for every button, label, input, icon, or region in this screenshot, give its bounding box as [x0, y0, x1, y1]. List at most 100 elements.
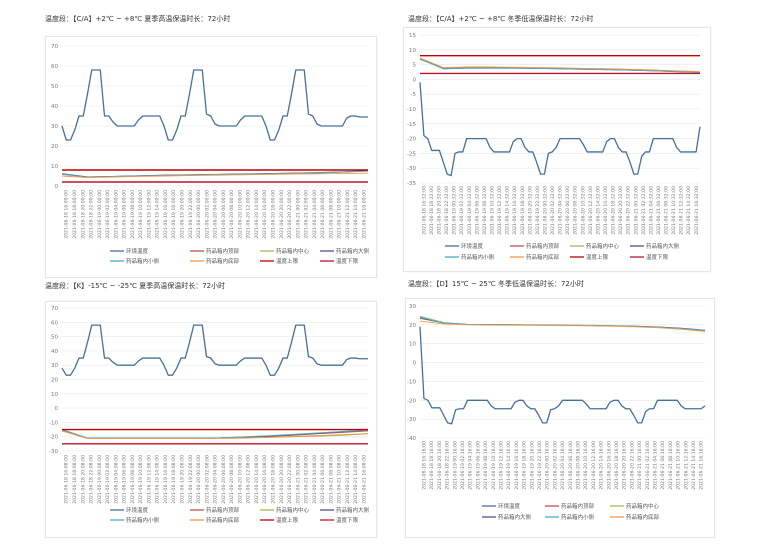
x-tick-label: 2021-06-20 00:32:00	[542, 186, 548, 235]
x-tick-label: 2021-06-21 06:00:00	[320, 190, 326, 239]
x-tick-label: 2021-06-21 10:00:00	[337, 190, 343, 239]
x-tick-label: 2021-06-20 10:08:00	[237, 455, 243, 504]
series-line-5	[419, 320, 706, 332]
x-tick-label: 2021-06-21 04:08:00	[312, 455, 318, 504]
y-tick-label: 20	[51, 144, 58, 150]
x-tick-label: 2021-06-18 16:08:00	[64, 455, 70, 504]
x-tick-label: 2021-06-20 10:32:00	[580, 186, 586, 235]
chart-frame	[405, 298, 715, 538]
x-tick-label: 2021-06-19 22:32:00	[535, 186, 541, 235]
x-tick-label: 2021-06-19 22:08:00	[188, 455, 194, 504]
x-tick-label: 2021-06-19 06:32:00	[474, 186, 480, 235]
x-tick-label: 2021-06-20 04:08:00	[213, 455, 219, 504]
legend-label: 温度下限	[336, 516, 359, 524]
y-tick-label: 50	[51, 335, 58, 341]
legend-label: 药品箱内中心	[276, 247, 310, 255]
x-tick-label: 2021-06-21 00:32:00	[633, 186, 639, 235]
x-tick-label: 2021-06-18 18:32:00	[429, 186, 435, 235]
x-tick-label: 2021-06-21 14:32:00	[686, 186, 692, 235]
y-tick-label: 20	[409, 323, 416, 329]
x-tick-label: 2021-06-20 08:32:00	[573, 186, 579, 235]
legend-label: 温度上限	[276, 257, 299, 265]
x-tick-label: 2021-06-19 08:32:00	[482, 186, 488, 235]
x-tick-label: 2021-06-20 04:16:00	[560, 441, 566, 490]
y-tick-label: -30	[407, 417, 416, 423]
x-tick-label: 2021-06-20 18:32:00	[611, 186, 617, 235]
x-tick-label: 2021-06-19 22:16:00	[537, 441, 543, 490]
series-line-0	[61, 69, 368, 141]
legend-label: 环境温度	[126, 506, 149, 514]
legend-label: 药品箱内中心	[276, 506, 310, 514]
x-tick-label: 2021-06-20 00:00:00	[196, 190, 202, 239]
x-tick-label: 2021-06-18 20:08:00	[80, 455, 86, 504]
legend-label: 药品箱内底部	[626, 513, 660, 521]
x-tick-label: 2021-06-21 00:08:00	[295, 455, 301, 504]
x-tick-label: 2021-06-19 12:08:00	[146, 455, 152, 504]
legend-label: 药品箱内底部	[526, 253, 560, 261]
x-tick-label: 2021-06-20 16:08:00	[262, 455, 268, 504]
x-tick-label: 2021-06-21 16:00:00	[361, 190, 367, 239]
legend-label: 药品箱内小侧	[561, 513, 595, 521]
x-tick-label: 2021-06-19 18:32:00	[520, 186, 526, 235]
x-tick-label: 2021-06-21 14:16:00	[691, 441, 697, 490]
legend-label: 药品箱内小侧	[126, 516, 160, 524]
x-tick-label: 2021-06-21 12:16:00	[683, 441, 689, 490]
y-tick-label: -20	[407, 137, 416, 143]
x-tick-label: 2021-06-18 22:32:00	[444, 186, 450, 235]
x-tick-label: 2021-06-21 06:32:00	[656, 186, 662, 235]
x-tick-label: 2021-06-19 20:08:00	[180, 455, 186, 504]
x-tick-label: 2021-06-20 22:08:00	[287, 455, 293, 504]
x-tick-label: 2021-06-21 10:08:00	[337, 455, 343, 504]
y-tick-label: 0	[55, 406, 59, 412]
x-tick-label: 2021-06-19 02:00:00	[105, 190, 111, 239]
x-tick-label: 2021-06-19 18:00:00	[171, 190, 177, 239]
x-tick-label: 2021-06-18 16:00:00	[64, 190, 70, 239]
legend-label: 药品箱内大侧	[646, 242, 680, 250]
x-tick-label: 2021-06-20 02:32:00	[550, 186, 556, 235]
x-tick-label: 2021-06-20 12:16:00	[591, 441, 597, 490]
legend-label: 药品箱内大侧	[336, 506, 370, 514]
series-line-5	[61, 430, 369, 440]
x-tick-label: 2021-06-21 04:00:00	[312, 190, 318, 239]
x-tick-label: 2021-06-20 18:00:00	[270, 190, 276, 239]
y-tick-label: -20	[407, 398, 416, 404]
x-tick-label: 2021-06-21 14:00:00	[353, 190, 359, 239]
series-line-5	[419, 57, 701, 73]
x-tick-label: 2021-06-18 20:16:00	[437, 441, 443, 490]
x-tick-label: 2021-06-19 14:32:00	[505, 186, 511, 235]
x-tick-label: 2021-06-21 00:16:00	[637, 441, 643, 490]
x-tick-label: 2021-06-20 14:16:00	[599, 441, 605, 490]
x-tick-label: 2021-06-21 02:00:00	[304, 190, 310, 239]
x-tick-label: 2021-06-21 10:32:00	[671, 186, 677, 235]
series-line-0	[61, 324, 368, 376]
x-tick-label: 2021-06-19 02:32:00	[459, 186, 465, 235]
x-tick-label: 2021-06-19 14:08:00	[155, 455, 161, 504]
legend-label: 环境温度	[498, 502, 521, 510]
y-tick-label: -10	[407, 107, 416, 113]
y-tick-label: -5	[411, 92, 417, 98]
legend-label: 药品箱内顶部	[206, 247, 240, 255]
x-tick-label: 2021-06-19 02:16:00	[460, 441, 466, 490]
x-tick-label: 2021-06-20 22:00:00	[287, 190, 293, 239]
x-tick-label: 2021-06-18 20:32:00	[437, 186, 443, 235]
legend-label: 温度上限	[276, 516, 299, 524]
x-tick-label: 2021-06-19 06:00:00	[122, 190, 128, 239]
x-tick-label: 2021-06-21 06:16:00	[660, 441, 666, 490]
chart-title: 温度段：【D】15℃ ~ 25℃ 冬季低温保温时长：72小时	[408, 280, 584, 288]
y-tick-label: 40	[51, 349, 58, 355]
x-tick-label: 2021-06-20 00:16:00	[545, 441, 551, 490]
y-tick-label: -25	[407, 151, 416, 157]
x-tick-label: 2021-06-19 16:00:00	[163, 190, 169, 239]
legend-label: 温度下限	[646, 253, 669, 261]
x-tick-label: 2021-06-21 04:32:00	[648, 186, 654, 235]
x-tick-label: 2021-06-18 18:08:00	[72, 455, 78, 504]
x-tick-label: 2021-06-20 10:00:00	[237, 190, 243, 239]
x-tick-label: 2021-06-18 18:00:00	[72, 190, 78, 239]
legend-label: 温度上限	[586, 253, 609, 261]
x-tick-label: 2021-06-20 10:16:00	[583, 441, 589, 490]
series-line-0	[419, 326, 706, 425]
chart-frame	[45, 301, 377, 538]
y-tick-label: 30	[51, 124, 58, 130]
y-tick-label: 60	[51, 320, 58, 326]
